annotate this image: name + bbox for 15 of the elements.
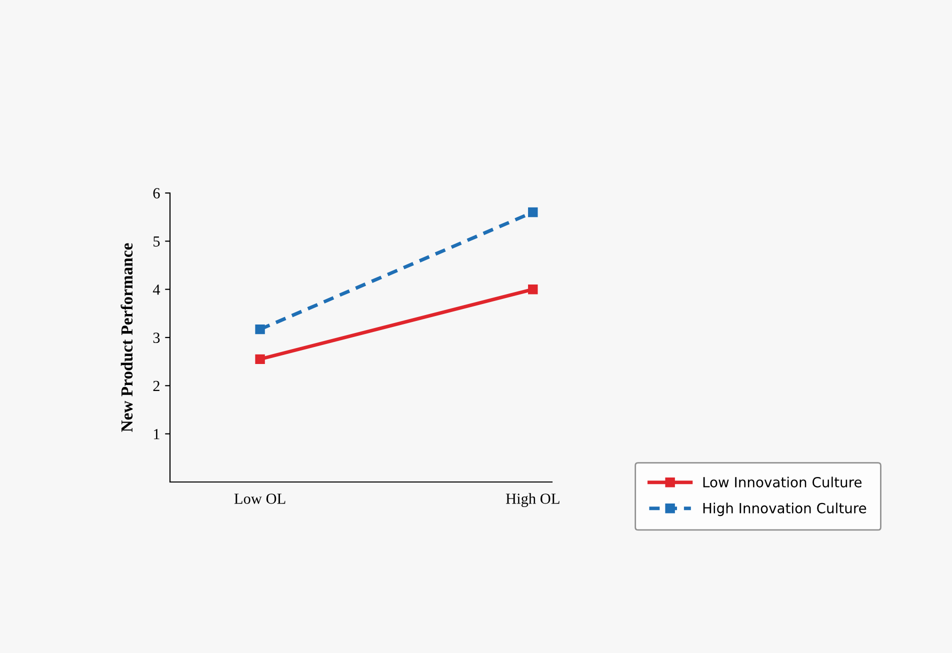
x-tick-label: Low OL: [234, 494, 286, 504]
legend-label: Low Innovation Culture: [703, 476, 862, 488]
point: [255, 354, 265, 364]
point: [255, 324, 265, 334]
y-tick-label: 6: [153, 188, 160, 198]
point: [528, 284, 538, 294]
x-tick-label: High OL: [506, 493, 560, 508]
y-tick-label: 2: [153, 380, 160, 391]
y-tick-label: 4: [152, 284, 160, 295]
y-axis-title: New Product Performance: [120, 243, 133, 432]
legend-label: High Innovation Culture: [703, 502, 866, 516]
point: [528, 207, 538, 218]
y-tick-label: 1: [154, 429, 160, 440]
y-tick-label: 3: [153, 332, 160, 343]
y-tick-label: 5: [154, 236, 160, 247]
